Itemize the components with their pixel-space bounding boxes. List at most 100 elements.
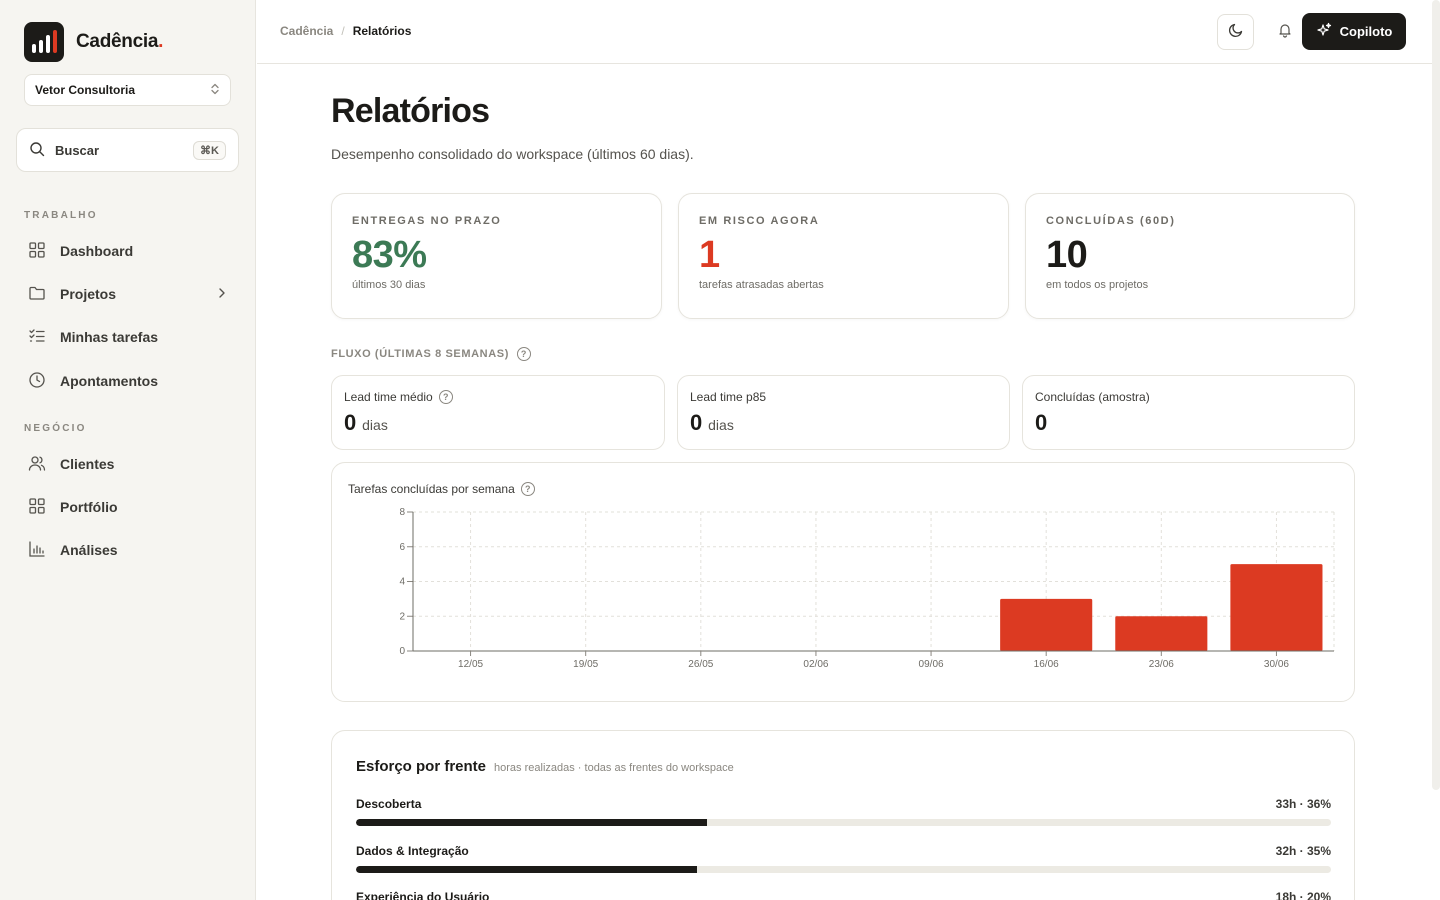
sidebar-item-label: Projetos bbox=[60, 286, 117, 302]
sidebar-item-portfolio[interactable]: Portfólio bbox=[24, 491, 231, 523]
help-icon[interactable]: ? bbox=[516, 347, 531, 361]
metric-value: 0 bbox=[1035, 410, 1342, 436]
search-shortcut: ⌘K bbox=[193, 140, 226, 160]
metric-number: 0 bbox=[344, 410, 357, 435]
x-tick-label: 09/06 bbox=[919, 659, 944, 670]
breadcrumb: Cadência / Relatórios bbox=[280, 24, 411, 38]
copilot-button[interactable]: Copiloto bbox=[1302, 13, 1406, 50]
y-tick-label: 8 bbox=[399, 507, 405, 518]
effort-row-value: 18h · 20% bbox=[1275, 890, 1331, 900]
copilot-label: Copiloto bbox=[1339, 24, 1393, 39]
folder-icon bbox=[28, 284, 46, 305]
sidebar-item-apontamentos[interactable]: Apontamentos bbox=[24, 365, 231, 397]
workspace-switcher[interactable]: Vetor Consultoria bbox=[24, 74, 231, 106]
kpi-label: EM RISCO AGORA bbox=[699, 215, 820, 227]
kpi-value: 10 bbox=[1046, 234, 1088, 276]
kpi-note: últimos 30 dias bbox=[352, 279, 426, 291]
sidebar: Cadência. Vetor Consultoria Buscar ⌘K TR… bbox=[0, 0, 256, 900]
metric-card-lead-time-p85: Lead time p85 0 dias bbox=[677, 375, 1010, 450]
help-icon[interactable]: ? bbox=[520, 482, 535, 496]
sidebar-item-label: Apontamentos bbox=[60, 373, 158, 389]
moon-icon bbox=[1228, 22, 1244, 43]
grid-icon bbox=[28, 497, 46, 518]
effort-progress-track bbox=[356, 819, 1331, 826]
metric-number: 0 bbox=[1035, 410, 1048, 435]
y-tick-label: 2 bbox=[399, 611, 405, 622]
topbar: Cadência / Relatórios Copiloto bbox=[257, 0, 1440, 64]
effort-progress-fill bbox=[356, 866, 698, 873]
chevron-up-down-icon bbox=[210, 83, 220, 98]
y-tick-label: 6 bbox=[399, 542, 405, 553]
scrollbar[interactable] bbox=[1432, 0, 1440, 790]
kpi-label: ENTREGAS NO PRAZO bbox=[352, 215, 502, 227]
page-title: Relatórios bbox=[331, 92, 490, 130]
metric-card-lead-time-avg: Lead time médio ? 0 dias bbox=[331, 375, 665, 450]
x-tick-label: 16/06 bbox=[1034, 659, 1059, 670]
effort-row: Dados & Integração 32h · 35% bbox=[356, 844, 1331, 873]
notifications-button[interactable] bbox=[1267, 14, 1303, 50]
effort-progress-track bbox=[356, 866, 1331, 873]
kpi-value: 1 bbox=[699, 234, 720, 276]
metric-label-text: Lead time p85 bbox=[690, 390, 767, 404]
effort-progress-fill bbox=[356, 819, 707, 826]
metric-label-text: Concluídas (amostra) bbox=[1035, 390, 1150, 404]
theme-toggle-button[interactable] bbox=[1217, 14, 1254, 50]
y-tick-label: 0 bbox=[399, 646, 405, 657]
kpi-card-on-time: ENTREGAS NO PRAZO 83% últimos 30 dias bbox=[331, 193, 662, 319]
kpi-note: tarefas atrasadas abertas bbox=[699, 279, 824, 291]
breadcrumb-item-root[interactable]: Cadência bbox=[280, 24, 334, 38]
workspace-name: Vetor Consultoria bbox=[35, 83, 136, 97]
breadcrumb-item-current: Relatórios bbox=[352, 24, 412, 38]
bell-icon bbox=[1277, 22, 1293, 43]
bar bbox=[1115, 616, 1208, 651]
help-icon[interactable]: ? bbox=[438, 390, 453, 404]
grid-icon bbox=[28, 241, 46, 262]
flow-section-label: FLUXO (ÚLTIMAS 8 SEMANAS) ? bbox=[331, 347, 531, 361]
sidebar-item-clientes[interactable]: Clientes bbox=[24, 448, 231, 480]
effort-row: Experiência do Usuário 18h · 20% bbox=[356, 890, 1331, 900]
y-tick-label: 4 bbox=[399, 577, 405, 588]
effort-by-front-card: Esforço por frente horas realizadas · to… bbox=[331, 730, 1355, 900]
x-tick-label: 23/06 bbox=[1149, 659, 1174, 670]
effort-row: Descoberta 33h · 36% bbox=[356, 797, 1331, 826]
sidebar-item-minhas-tarefas[interactable]: Minhas tarefas bbox=[24, 321, 231, 353]
bar bbox=[1000, 598, 1093, 651]
breadcrumb-separator: / bbox=[341, 24, 345, 38]
metric-value: 0 dias bbox=[690, 410, 997, 436]
sidebar-item-analises[interactable]: Análises bbox=[24, 534, 231, 566]
flow-label-text: FLUXO (ÚLTIMAS 8 SEMANAS) bbox=[331, 348, 509, 360]
sidebar-item-label: Portfólio bbox=[60, 499, 118, 515]
sidebar-item-dashboard[interactable]: Dashboard bbox=[24, 235, 231, 267]
section-label-trabalho: TRABALHO bbox=[24, 210, 98, 221]
metric-unit: dias bbox=[708, 417, 734, 433]
checklist-icon bbox=[28, 327, 46, 348]
brand[interactable]: Cadência. bbox=[24, 22, 163, 62]
x-tick-label: 19/05 bbox=[573, 659, 598, 670]
kpi-card-at-risk: EM RISCO AGORA 1 tarefas atrasadas abert… bbox=[678, 193, 1009, 319]
effort-header: Esforço por frente horas realizadas · to… bbox=[356, 758, 734, 775]
clock-icon bbox=[28, 371, 46, 392]
page-subtitle: Desempenho consolidado do workspace (últ… bbox=[331, 146, 694, 162]
metric-number: 0 bbox=[690, 410, 703, 435]
kpi-label: CONCLUÍDAS (60D) bbox=[1046, 215, 1176, 227]
bar-chart-icon bbox=[28, 540, 46, 561]
effort-subtitle: horas realizadas · todas as frentes do w… bbox=[494, 762, 734, 774]
x-tick-label: 30/06 bbox=[1264, 659, 1289, 670]
brand-logo bbox=[24, 22, 64, 62]
metric-label-text: Lead time médio bbox=[344, 390, 433, 404]
bar bbox=[1230, 564, 1323, 651]
kpi-note: em todos os projetos bbox=[1046, 279, 1149, 291]
metric-label: Lead time p85 bbox=[690, 390, 997, 404]
search-icon bbox=[29, 141, 45, 160]
effort-row-value: 33h · 36% bbox=[1275, 797, 1331, 811]
sidebar-item-label: Análises bbox=[60, 542, 118, 558]
search-box[interactable]: Buscar ⌘K bbox=[16, 128, 239, 172]
metric-label: Concluídas (amostra) bbox=[1035, 390, 1342, 404]
weekly-completed-chart-card: Tarefas concluídas por semana ? 0 2 4 6 8 12/… bbox=[331, 462, 1355, 702]
chevron-right-icon bbox=[217, 286, 227, 302]
section-label-negocio: NEGÓCIO bbox=[24, 423, 87, 434]
kpi-card-completed: CONCLUÍDAS (60D) 10 em todos os projetos bbox=[1025, 193, 1355, 319]
sidebar-item-projetos[interactable]: Projetos bbox=[24, 278, 231, 310]
sidebar-item-label: Dashboard bbox=[60, 243, 134, 259]
effort-row-value: 32h · 35% bbox=[1275, 844, 1331, 858]
